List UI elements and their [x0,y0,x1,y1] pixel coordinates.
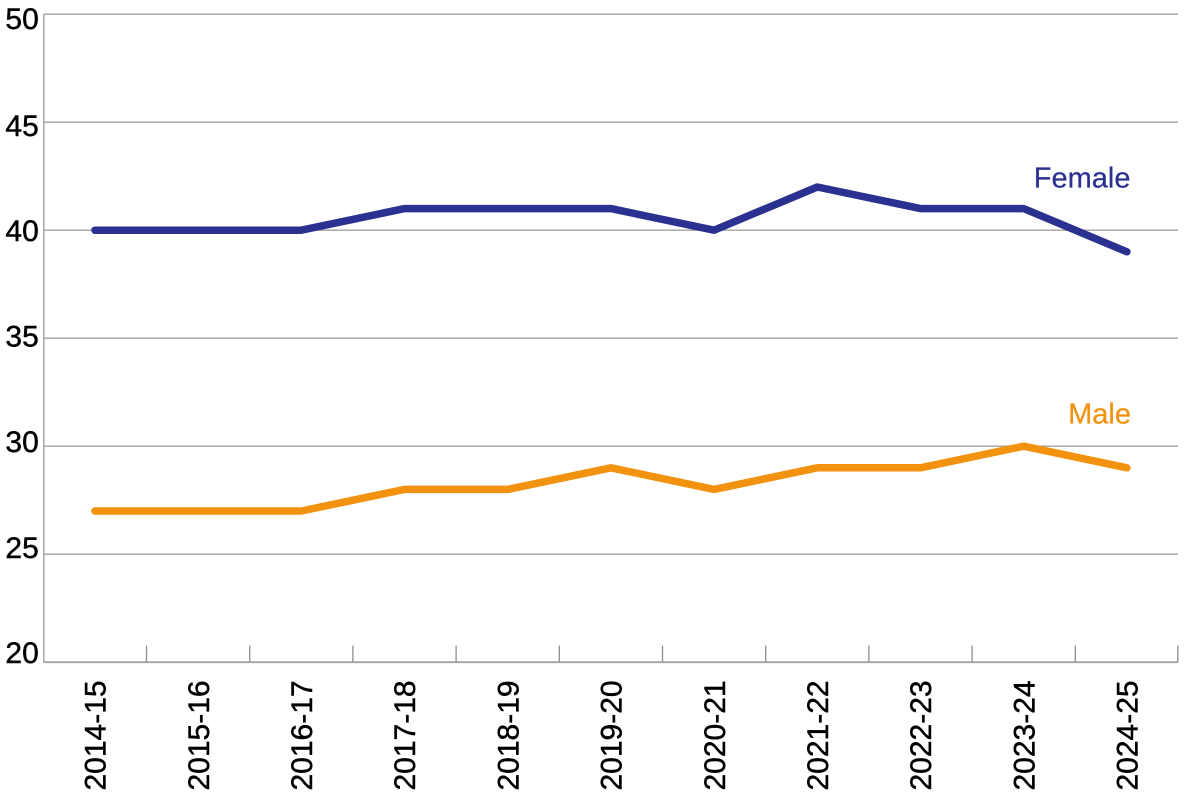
svg-text:25: 25 [5,532,38,565]
svg-text:30: 30 [5,426,38,459]
svg-text:2016-17: 2016-17 [286,680,319,790]
svg-text:Male: Male [1068,399,1131,431]
svg-text:2022-23: 2022-23 [905,680,938,790]
svg-text:50: 50 [5,3,38,36]
svg-text:35: 35 [5,321,38,354]
svg-text:Female: Female [1034,163,1131,195]
svg-text:2020-21: 2020-21 [699,680,732,790]
svg-text:2024-25: 2024-25 [1112,680,1145,790]
svg-text:2014-15: 2014-15 [80,680,113,790]
svg-text:2021-22: 2021-22 [802,680,835,790]
svg-text:2015-16: 2015-16 [183,680,216,790]
svg-text:20: 20 [5,637,38,670]
svg-text:2017-18: 2017-18 [389,680,422,790]
svg-text:2018-19: 2018-19 [492,680,525,790]
svg-text:40: 40 [5,215,38,248]
svg-text:45: 45 [5,110,38,143]
svg-text:2019-20: 2019-20 [596,680,629,790]
svg-text:2023-24: 2023-24 [1008,680,1041,790]
